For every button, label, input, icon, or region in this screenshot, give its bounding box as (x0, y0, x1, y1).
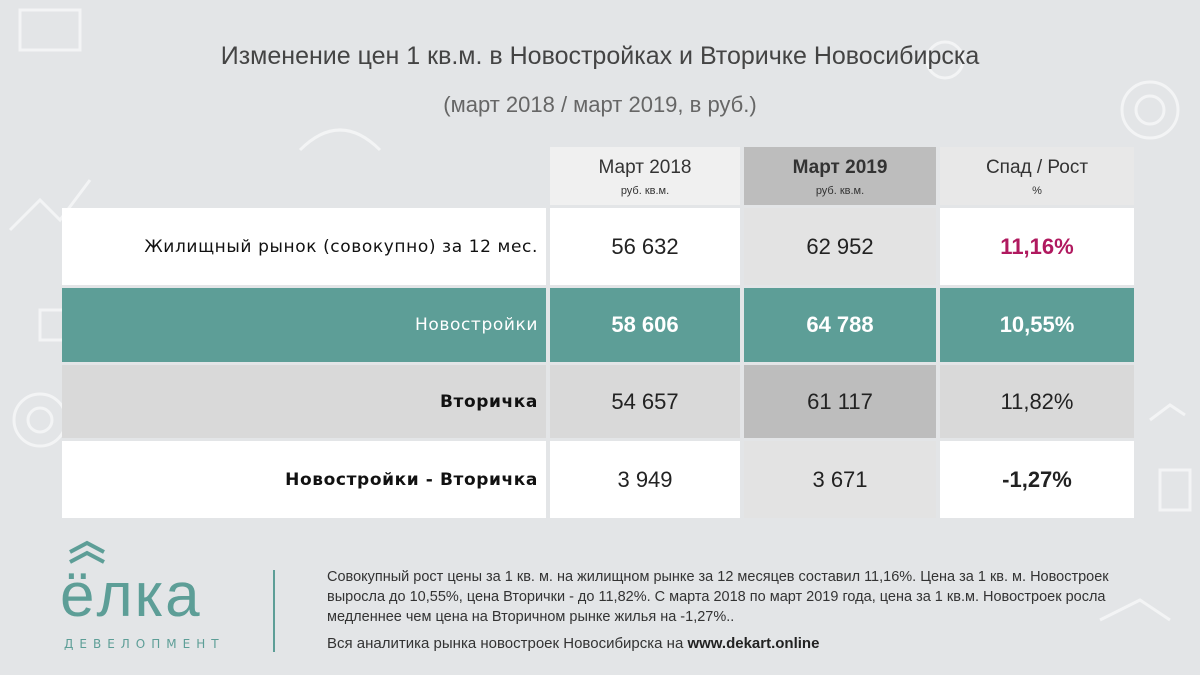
row-label-diff: Новостройки - Вторичка (285, 469, 538, 490)
row-background-secondary (62, 365, 1134, 438)
cell-total-2018: 56 632 (611, 233, 679, 259)
header-label-2018: Март 2018 (598, 157, 692, 178)
page-subtitle: (март 2018 / март 2019, в руб.) (443, 92, 757, 117)
cell-secondary-2019: 61 117 (807, 388, 873, 414)
footer-divider (273, 570, 275, 652)
header-unit-2019: руб. кв.м. (815, 185, 865, 197)
header-col-2019: Март 2019 руб. кв.м. (744, 147, 936, 205)
footer-note: Совокупный рост цены за 1 кв. м. на жили… (327, 569, 1109, 625)
col-separator-3 (936, 208, 940, 518)
analytics-prefix: Вся аналитика рынка новостроек Новосибир… (327, 635, 688, 652)
header-col-change: Спад / Рост % (940, 147, 1134, 205)
col-2019-shade-total (744, 208, 936, 285)
header-unit-change: % (1032, 185, 1042, 197)
cell-diff-2019: 3 671 (812, 466, 868, 492)
header-label-change: Спад / Рост (985, 157, 1089, 178)
row-label-secondary: Вторичка (439, 391, 538, 412)
cell-new-change: 10,55% (999, 312, 1075, 337)
header-col-2018: Март 2018 руб. кв.м. (550, 147, 740, 205)
price-table: Март 2018 руб. кв.м. Март 2019 руб. кв.м… (62, 147, 1134, 518)
row-background-new (62, 288, 1134, 362)
col-separator-1 (546, 208, 550, 518)
cell-new-2018: 58 606 (611, 312, 679, 337)
cell-total-2019: 62 952 (806, 233, 874, 259)
cell-new-2019: 64 788 (806, 312, 874, 337)
cell-secondary-2018: 54 657 (611, 388, 679, 414)
cell-diff-2018: 3 949 (617, 466, 673, 492)
logo-chevron-icon (69, 540, 105, 564)
col-2019-shade-diff (744, 441, 936, 518)
footer-analytics: Вся аналитика рынка новостроек Новосибир… (327, 635, 819, 652)
cell-secondary-change: 11,82% (1000, 388, 1074, 414)
logo-subtitle: ДЕВЕЛОПМЕНТ (64, 637, 225, 651)
col-2019-shade-secondary (744, 365, 936, 438)
logo-word: ёлка (60, 561, 202, 630)
row-label-total: Жилищный рынок (совокупно) за 12 мес. (144, 236, 538, 257)
row-background-diff (62, 441, 1134, 518)
col-separator-2 (740, 208, 744, 518)
row-background-total (62, 208, 1134, 285)
row-label-new: Новостройки (414, 315, 538, 335)
header-unit-2018: руб. кв.м. (620, 185, 670, 197)
cell-total-change: 11,16% (1000, 233, 1074, 259)
page-title: Изменение цен 1 кв.м. в Новостройках и В… (220, 42, 980, 70)
cell-diff-change: -1,27% (1002, 466, 1072, 492)
header-label-2019: Март 2019 (792, 157, 888, 178)
analytics-link[interactable]: www.dekart.online (687, 635, 820, 652)
